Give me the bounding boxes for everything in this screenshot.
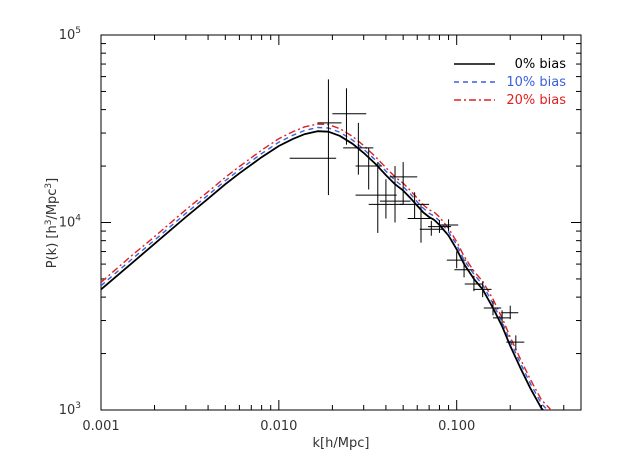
legend: 0% bias 10% bias 20% bias	[454, 57, 566, 108]
measurement-point	[368, 179, 404, 219]
measurement-point	[332, 88, 367, 145]
legend-label-2: 20% bias	[506, 93, 566, 108]
y-tick-label: 105	[59, 26, 81, 43]
minor-ticks	[101, 35, 581, 410]
series-line-0	[101, 130, 545, 410]
measurement-point	[428, 220, 452, 233]
measurement-point	[464, 275, 483, 292]
legend-label-1: 10% bias	[506, 75, 566, 90]
y-axis-title-mid: /Mpc	[45, 189, 60, 220]
series-line-1	[101, 126, 549, 410]
y-tick-labels: 103 104 105	[59, 26, 82, 418]
measurement-point	[355, 162, 397, 233]
x-tick-label: 0.100	[438, 419, 475, 434]
measurement-point	[379, 166, 411, 223]
measurement-point	[501, 305, 519, 320]
x-tick-label: 0.010	[260, 419, 297, 434]
measurement-point	[454, 261, 474, 278]
y-axis-title-sup1: 3	[44, 220, 54, 226]
measurement-point	[400, 192, 430, 219]
y-tick-label: 104	[59, 214, 82, 231]
x-tick-label: 0.001	[82, 419, 119, 434]
measurement-errorbars	[289, 79, 525, 350]
measurement-point	[407, 204, 434, 243]
measurement-point	[389, 162, 418, 205]
legend-label-0: 0% bias	[515, 57, 567, 72]
plot-frame	[100, 34, 582, 411]
measurement-point	[446, 251, 467, 269]
major-ticks	[100, 34, 581, 411]
series-layer	[101, 123, 552, 410]
y-axis-title-prefix: P(k) [h	[45, 225, 60, 268]
measurement-point	[473, 281, 492, 298]
measurement-point	[317, 79, 342, 196]
y-axis-title-suffix: ]	[45, 178, 60, 183]
y-axis-title-sup2: 3	[44, 183, 54, 189]
x-axis-title: k[h/Mpc]	[313, 436, 370, 451]
measurement-point	[483, 301, 502, 316]
measurement-point	[506, 335, 525, 350]
measurement-point	[438, 219, 459, 232]
plot-area-border	[100, 34, 582, 411]
series-line-2	[101, 123, 552, 410]
x-tick-labels: 0.001 0.010 0.100	[82, 419, 475, 434]
y-tick-label: 103	[59, 401, 81, 418]
y-axis-title: P(k) [h3/Mpc3]	[44, 178, 60, 269]
